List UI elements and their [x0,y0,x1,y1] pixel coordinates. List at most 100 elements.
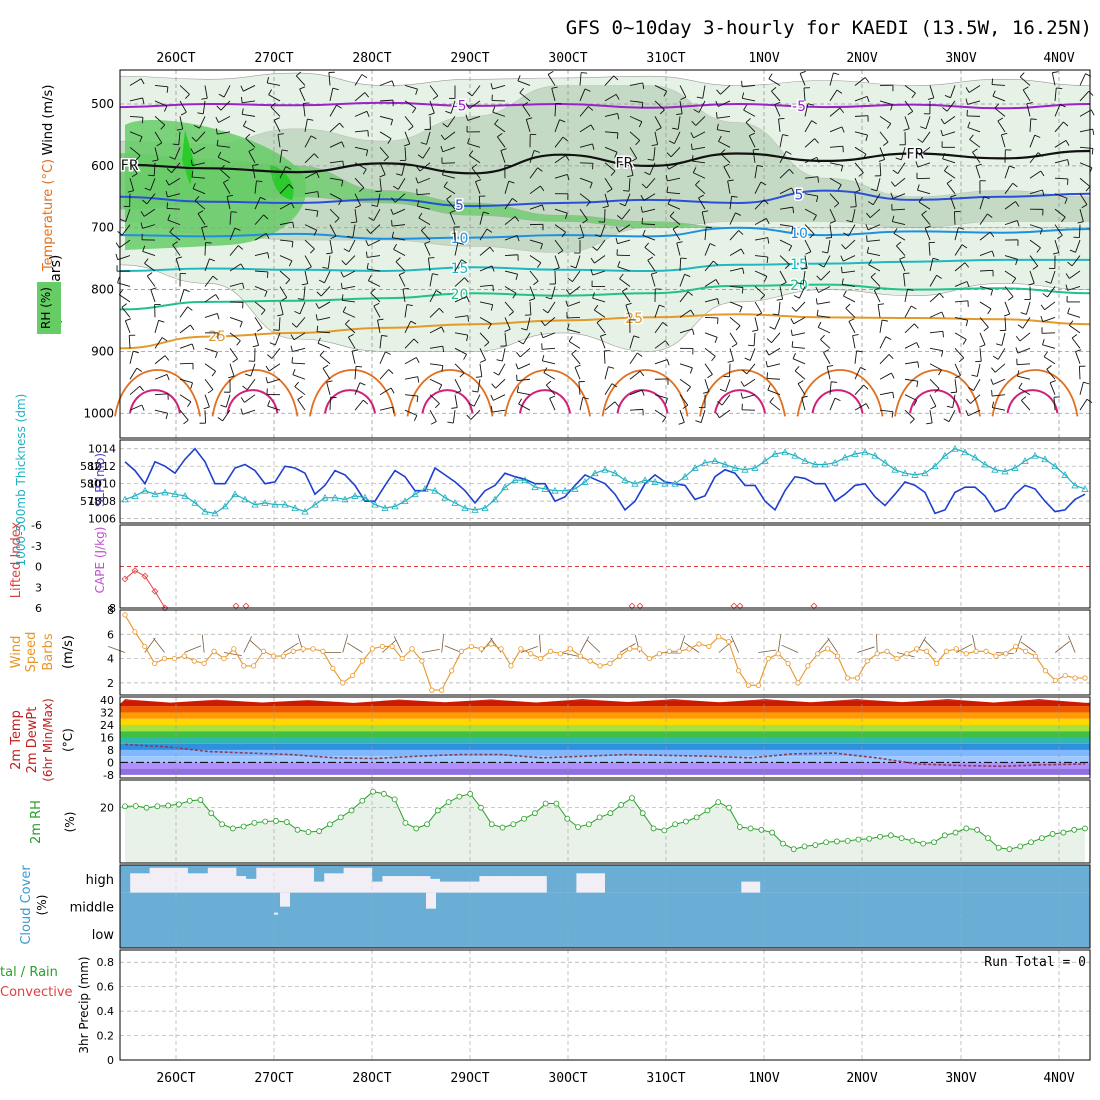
wind-barb-flag [581,72,588,74]
wind-barb-flag [615,237,618,244]
wind-barb [817,315,831,318]
wind-barb-flag [741,92,745,99]
thickness-marker [581,478,589,485]
wind-barb-flag [843,290,847,297]
wind-barb-flag [867,201,874,206]
wind-barb [653,147,656,161]
wind-speed-marker [963,651,969,657]
rh2m-marker [370,788,376,795]
wind-barb [592,297,606,303]
wind-barb [494,123,506,133]
wind-barb [1029,135,1036,148]
wind-barb [729,301,743,308]
wind-barb-flag [727,360,734,363]
cloud-high-bar [837,865,848,893]
wind-barb [604,113,618,117]
wind-barb-flag [644,242,650,248]
wind-barb-flag [854,189,861,193]
thickness-marker [881,458,889,466]
wind-barb [154,147,159,161]
wind-barb-flag [814,138,819,144]
wind-speed-marker [646,655,653,662]
wind-barb-flag [212,275,218,281]
wind-barb [879,354,890,365]
rh2m-marker [995,844,1002,851]
wind-barb-flag [340,282,343,289]
thickness-marker [931,462,939,470]
wind-barb [220,100,231,111]
wind-barb-flag [941,311,945,318]
temp-axis-label: 2m Temp [9,710,24,770]
wind-barb-flag [760,181,767,186]
wind-barb [804,156,818,164]
wind-barb-flag [813,215,817,221]
rh2m-marker [823,839,830,846]
temp-color-band [120,737,1090,744]
wind-barb [304,171,317,179]
wind-barb [604,146,618,153]
wind-barb-flag [330,235,337,240]
thickness-marker [991,465,999,473]
temperature-contour-35-surface [406,369,494,417]
rh2m-marker [855,836,862,843]
wind-barb-flag [693,109,700,113]
wind-speed-marker [330,665,336,671]
wind-barb-10m [342,635,349,653]
wind-barb [879,100,893,106]
wind-barb-flag [1020,312,1027,315]
wind-barb [354,146,368,151]
wind-barb [1004,182,1014,194]
wind-barb [525,119,531,132]
wind-barb-flag [438,307,444,313]
wind-barb [718,141,731,148]
wind-barb [479,228,488,241]
precip-tick-label: 0.2 [97,1030,115,1043]
wind-speed-marker [745,682,752,688]
wind-barb [1042,344,1056,349]
wind-barb-flag [236,340,241,346]
wind-barb [1079,73,1086,86]
slp-series-line [124,447,1086,515]
wind-barb-flag [220,164,225,170]
wind-barb-flag [1063,121,1069,127]
temperature-contour [119,283,1091,311]
wind-barb [704,347,716,357]
wind-barb [529,301,532,315]
temp-color-band [120,718,1090,726]
wind-barb [604,401,616,411]
wind-speed-marker [726,638,732,645]
wind-speed-marker [369,646,376,652]
slp-tick-label: 1010 [88,478,116,491]
wind-barb [892,208,906,211]
wind-barb [529,286,536,299]
wind-barb [867,239,881,242]
temp-tick-label: 32 [100,707,114,720]
wind-barb-10m [444,645,462,653]
wind-barb [326,382,331,395]
wind-barb-flag [467,137,470,144]
wind-barb [495,378,506,389]
wind-barb [504,332,507,346]
wind-barb [504,254,519,256]
wind-barb [695,116,706,126]
wind-barb-flag [316,325,319,332]
wind-barb [829,89,838,102]
wind-barb-flag [860,367,866,371]
wind-barb-flag [1083,381,1090,385]
wind-barb-flag [140,211,145,217]
wind-barb [673,131,681,144]
wind-barb-flag [791,341,794,348]
wind-barb-flag [713,260,719,266]
wind-barb [529,185,541,195]
wind-barb-flag [490,304,494,311]
wind-barb [879,409,893,413]
rh2m-marker [251,819,258,826]
wind-barb-flag [760,294,766,300]
wind-barb [629,131,641,141]
wind-barb-flag [483,211,490,215]
temp-color-band [120,700,1090,707]
wind-barb [549,398,556,411]
wind-barb-flag [865,134,869,141]
wind-barb-flag [336,104,342,109]
wind-barb [918,201,931,210]
